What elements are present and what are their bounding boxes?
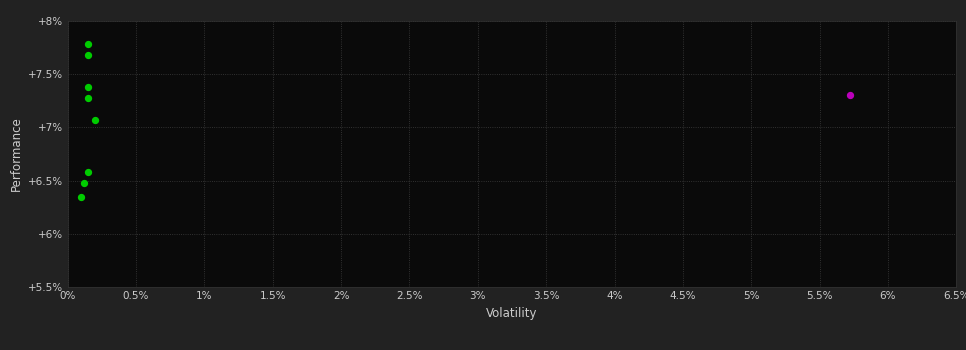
Point (87, 117, 102, 123)
Point (73, 194, 89, 199)
X-axis label: Volatility: Volatility (486, 307, 538, 320)
Point (80, 95, 96, 100)
Point (80, 84, 96, 90)
Y-axis label: Performance: Performance (10, 117, 23, 191)
Point (80, 42, 96, 47)
Point (842, 93, 858, 98)
Point (76, 180, 92, 186)
Point (80, 169, 96, 175)
Point (80, 52, 96, 58)
